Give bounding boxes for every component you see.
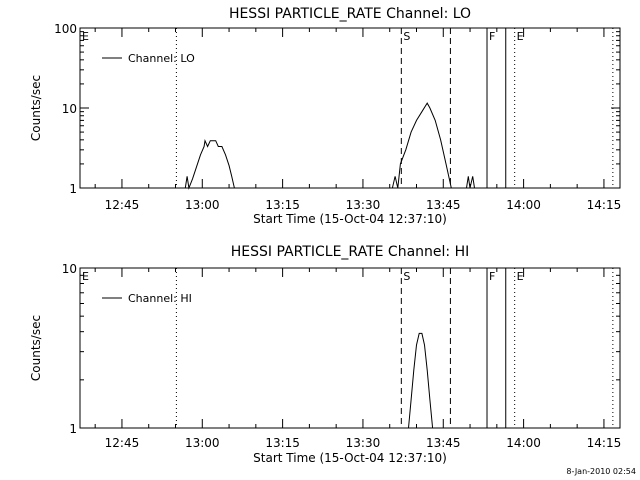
x-tick-label: 14:00 [506,198,541,212]
y-tick-label: 10 [62,102,77,116]
x-tick-label: 13:45 [426,436,461,450]
corner-flag-label: E [82,270,89,283]
x-tick-label: 13:00 [185,198,220,212]
flag-label: E [517,30,524,43]
y-axis-label: Counts/sec [29,75,43,141]
plot-frame [79,267,621,429]
x-tick-label: 13:00 [185,436,220,450]
x-tick-label: 13:15 [265,198,300,212]
x-tick-label: 13:45 [426,198,461,212]
x-axis-label: Start Time (15-Oct-04 12:37:10) [253,212,447,226]
y-tick-label: 1 [69,182,77,196]
chart-title: HESSI PARTICLE_RATE Channel: LO [229,6,471,22]
y-axis-label: Counts/sec [29,315,43,381]
x-tick-label: 13:30 [346,198,381,212]
x-tick-label: 14:15 [587,198,622,212]
lo-channel-panel: HESSI PARTICLE_RATE Channel: LO 1 10 100 12:… [29,6,621,226]
y-tick-label: 1 [69,422,77,436]
x-tick-label: 13:15 [265,436,300,450]
x-tick-label: 12:45 [105,198,140,212]
x-tick-label: 14:00 [506,436,541,450]
flag-label: S [403,270,410,283]
footer-timestamp: 8-Jan-2010 02:54 [566,467,636,476]
hi-channel-panel: HESSI PARTICLE_RATE Channel: HI 1 10 12:45 1… [29,244,621,465]
y-tick-label: 10 [62,262,77,276]
x-axis-label: Start Time (15-Oct-04 12:37:10) [253,451,447,465]
flag-label: E [517,270,524,283]
corner-flag-label: E [82,30,89,43]
flag-label: F [489,30,495,43]
chart-title: HESSI PARTICLE_RATE Channel: HI [231,244,469,260]
x-tick-label: 12:45 [105,436,140,450]
data-series-line [184,102,475,190]
flag-label: S [403,30,410,43]
flag-label: F [489,270,495,283]
data-series-line [408,332,434,429]
legend-label: Channel: LO [128,52,195,65]
x-tick-label: 13:30 [346,436,381,450]
legend-label: Channel: HI [128,292,192,305]
x-tick-label: 14:15 [587,436,622,450]
y-tick-label: 100 [54,22,77,36]
